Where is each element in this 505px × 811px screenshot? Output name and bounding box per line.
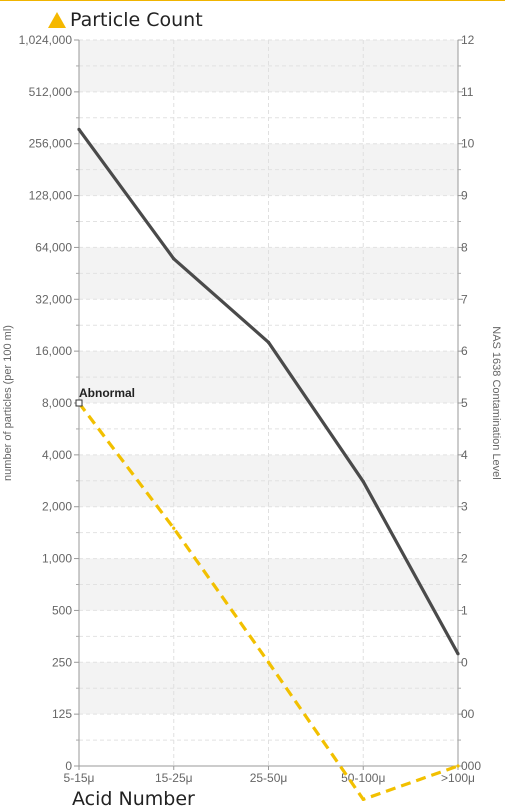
y-left-tick-label: 0	[65, 759, 72, 773]
annotation-label: Abnormal	[79, 386, 135, 400]
series-point-1	[361, 797, 365, 801]
y-right-tick-label: 5	[461, 396, 468, 410]
y-left-tick-label: 4,000	[42, 448, 72, 462]
y-left-tick-label: 2,000	[42, 500, 72, 514]
y-right-tick-label: 8	[461, 240, 468, 254]
y-right-axis-title: NAS 1638 Contamination Level	[490, 326, 502, 479]
y-right-tick-label: 00	[461, 707, 475, 721]
series-point-0	[266, 340, 271, 344]
series-point-1	[456, 764, 460, 768]
y-left-tick-label: 64,000	[35, 240, 72, 254]
y-left-tick-label: 256,000	[29, 137, 73, 151]
x-tick-label: 25-50μ	[250, 771, 288, 785]
x-tick-label: 15-25μ	[155, 771, 193, 785]
x-tick-label: 5-15μ	[64, 771, 95, 785]
y-left-tick-label: 8,000	[42, 396, 72, 410]
series-point-1	[172, 526, 176, 530]
y-right-tick-label: 10	[461, 137, 475, 151]
y-right-tick-label: 3	[461, 500, 468, 514]
warning-triangle-icon	[48, 12, 66, 28]
y-right-tick-label: 7	[461, 292, 468, 306]
y-left-tick-label: 1,000	[42, 552, 72, 566]
y-right-tick-label: 4	[461, 448, 468, 462]
y-left-tick-label: 125	[52, 707, 72, 721]
y-right-tick-label: 2	[461, 552, 468, 566]
y-right-tick-label: 6	[461, 344, 468, 358]
header-accent-line	[0, 0, 505, 1]
series-point-0	[77, 127, 81, 131]
y-left-tick-label: 128,000	[29, 189, 73, 203]
series-point-0	[172, 257, 176, 261]
y-left-axis-title: number of particles (per 100 ml)	[2, 325, 14, 481]
section-header: Particle Count	[48, 8, 203, 32]
section-title: Particle Count	[70, 9, 203, 31]
y-left-tick-label: 512,000	[29, 85, 73, 99]
series-point-1	[266, 660, 271, 664]
annotation-marker	[75, 399, 83, 407]
x-tick-label: >100μ	[441, 771, 475, 785]
y-left-tick-label: 16,000	[35, 344, 72, 358]
y-right-tick-label: 11	[461, 85, 474, 99]
y-left-tick-label: 250	[52, 655, 72, 669]
y-right-tick-label: 1	[461, 603, 468, 617]
y-left-tick-label: 1,024,000	[19, 33, 73, 47]
y-right-tick-label: 0	[461, 655, 468, 669]
series-point-0	[456, 652, 460, 656]
y-left-tick-label: 500	[52, 603, 72, 617]
y-right-tick-label: 000	[461, 759, 481, 773]
y-right-tick-label: 12	[461, 33, 475, 47]
y-right-tick-label: 9	[461, 189, 468, 203]
series-point-0	[361, 479, 365, 484]
next-section-title: Acid Number	[72, 788, 195, 810]
x-tick-label: 50-100μ	[341, 771, 385, 785]
y-left-tick-label: 32,000	[35, 292, 72, 306]
